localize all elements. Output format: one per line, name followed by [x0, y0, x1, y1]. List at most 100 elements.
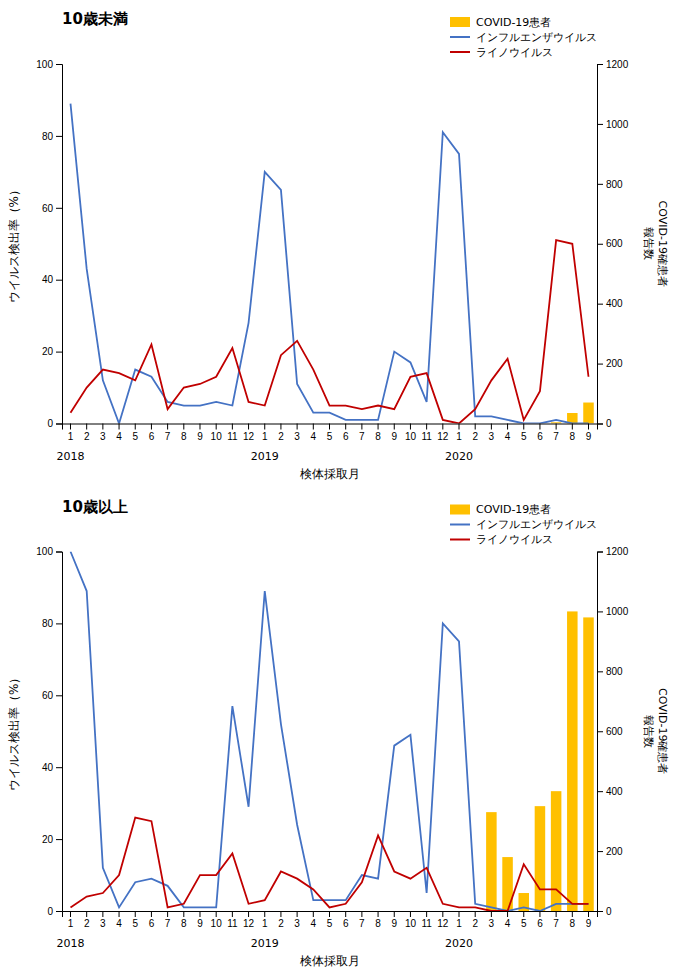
x-tick-mark — [151, 424, 152, 430]
y2-tick: 600 — [597, 238, 623, 249]
y2-tick-mark — [597, 244, 603, 245]
x-tick-mark — [135, 424, 136, 430]
bar — [421, 423, 432, 424]
x-tick: 6 — [149, 424, 155, 442]
x-tick-mark — [459, 911, 460, 917]
line — [70, 552, 588, 912]
x-tick-mark — [539, 911, 540, 917]
x-tick: 5 — [327, 911, 333, 929]
x-tick-mark — [394, 424, 395, 430]
y-tick-mark — [56, 280, 62, 281]
x-tick: 11 — [421, 424, 432, 442]
bar — [486, 423, 497, 424]
x-tick-label: 3 — [100, 431, 106, 442]
bar — [405, 911, 416, 912]
x-tick-label: 2 — [278, 431, 284, 442]
bar — [454, 911, 465, 912]
bar — [162, 423, 173, 424]
line — [70, 818, 588, 911]
x-tick: 10 — [405, 424, 417, 442]
y-tick-label: 20 — [42, 346, 54, 357]
x-tick-label: 12 — [243, 431, 255, 442]
x-tick-mark — [345, 424, 346, 430]
legend-swatch — [450, 17, 470, 27]
x-tick: 1 — [68, 424, 74, 442]
x-tick-mark — [167, 911, 168, 917]
bar — [146, 423, 157, 424]
legend-swatch — [450, 505, 470, 515]
x-tick-label: 7 — [165, 431, 171, 442]
bar — [227, 911, 238, 912]
x-tick: 7 — [165, 424, 171, 442]
x-tick-mark — [167, 424, 168, 430]
y-tick-label: 80 — [42, 131, 54, 142]
x-tick: 2 — [278, 424, 284, 442]
line — [70, 104, 588, 424]
y-axis: 020406080100 — [36, 546, 62, 917]
y-axis-title: ウイルス検出率（%） — [7, 672, 21, 791]
y2-tick-mark — [597, 552, 603, 553]
x-tick: 3 — [100, 911, 106, 929]
x-tick-label: 10 — [211, 431, 223, 442]
bar — [98, 423, 109, 424]
x-tick-mark — [459, 424, 460, 430]
y2-tick-mark — [597, 424, 603, 425]
y2-tick-mark — [597, 64, 603, 65]
x-tick-mark — [264, 911, 265, 917]
x-tick-label: 4 — [505, 918, 511, 929]
y2-tick-label: 400 — [606, 786, 623, 797]
x-tick-label: 8 — [375, 918, 381, 929]
title: 10歳未満 — [62, 10, 128, 28]
x-tick-label: 1 — [68, 918, 74, 929]
x-axis-title: 検体採取月 — [300, 467, 360, 481]
x-tick: 7 — [165, 911, 171, 929]
y-tick-label: 60 — [42, 203, 54, 214]
x-tick-label: 11 — [421, 918, 432, 929]
bar — [389, 911, 400, 912]
y-tick-mark — [56, 911, 62, 912]
x-tick-label: 5 — [132, 431, 138, 442]
legend-label: COVID-19患者 — [476, 16, 551, 29]
y-tick: 40 — [42, 762, 62, 773]
x-tick-mark — [588, 424, 589, 430]
y2-tick: 400 — [597, 786, 623, 797]
chart-svg: 1234567891011121234567891011121234567890… — [0, 0, 675, 975]
x-tick-label: 1 — [456, 431, 462, 442]
legend-item: COVID-19患者 — [450, 503, 551, 516]
x-tick-mark — [70, 911, 71, 917]
bar — [340, 911, 351, 912]
y2-tick: 0 — [597, 418, 612, 429]
x-tick: 3 — [294, 424, 300, 442]
x-tick-label: 12 — [437, 918, 449, 929]
bar — [292, 423, 303, 424]
x-tick-mark — [394, 911, 395, 917]
y2-axis-line — [598, 65, 604, 425]
y2-tick-label: 1200 — [606, 546, 629, 557]
x-tick: 12 — [437, 424, 449, 442]
y-tick-mark — [56, 552, 62, 553]
x-tick-mark — [199, 424, 200, 430]
x-tick-label: 8 — [375, 431, 381, 442]
x-tick-mark — [507, 911, 508, 917]
legend-swatch — [450, 51, 470, 53]
y2-tick-label: 600 — [606, 726, 623, 737]
annotation: 2018 — [56, 937, 84, 950]
y2-tick: 800 — [597, 179, 623, 190]
y-tick-label: 0 — [47, 906, 53, 917]
x-tick: 9 — [586, 911, 592, 929]
x-tick-label: 6 — [149, 918, 155, 929]
x-tick-mark — [361, 911, 362, 917]
x-tick: 1 — [262, 424, 268, 442]
legend-item: インフルエンザウイルス — [450, 31, 597, 44]
x-tick-label: 3 — [100, 918, 106, 929]
y-tick: 80 — [42, 131, 62, 142]
bar — [324, 911, 335, 912]
bar — [162, 911, 173, 912]
bar — [502, 423, 513, 424]
bar — [308, 911, 319, 912]
bar — [438, 423, 449, 424]
y-tick-mark — [56, 64, 62, 65]
x-tick-label: 8 — [570, 431, 576, 442]
x-tick-label: 10 — [405, 918, 417, 929]
x-tick-mark — [539, 424, 540, 430]
